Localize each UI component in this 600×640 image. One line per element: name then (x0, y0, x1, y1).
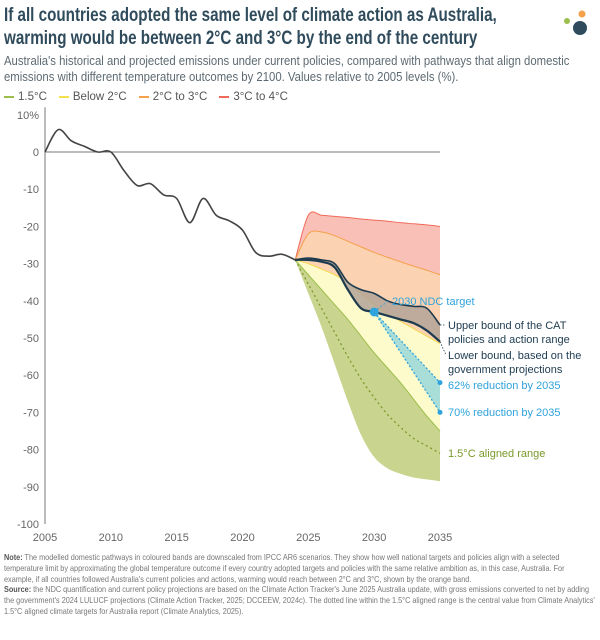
band-line-2to3 (294, 230, 441, 276)
x-tick-label: 2030 (362, 532, 386, 544)
legend-item-below2: Below 2°C (58, 90, 127, 104)
band-3to4 (295, 211, 440, 275)
footnote: Note: The modelled domestic pathways in … (4, 552, 596, 617)
legend-label: 1.5°C (18, 91, 47, 103)
legend: 1.5°C Below 2°C 2°C to 3°C 3°C to 4°C (4, 90, 600, 104)
legend-swatch (4, 96, 14, 98)
ndc-2030-marker (369, 307, 379, 317)
y-tick-label: -20 (23, 221, 39, 233)
x-tick-label: 2015 (164, 532, 188, 544)
chart-header: If all countries adopted the same level … (0, 0, 600, 85)
annotation-70: 70% reduction by 2035 (448, 407, 561, 419)
y-tick-label: -70 (23, 407, 39, 419)
legend-label: Below 2°C (72, 91, 127, 103)
y-tick-label: 0 (33, 147, 39, 159)
annotation-62: 62% reduction by 2035 (448, 380, 561, 392)
legend-label: 3°C to 4°C (233, 91, 288, 103)
x-tick-label: 2025 (296, 532, 320, 544)
y-tick-label: -30 (23, 259, 39, 271)
target-70-line (373, 311, 441, 413)
cat-range-fill (295, 258, 440, 342)
globe-logo-icon (564, 10, 587, 35)
y-tick-label: -100 (17, 519, 39, 531)
annotation-lower-1: Lower bound, based on the (448, 350, 581, 362)
y-tick-label: -60 (23, 370, 39, 382)
band-1p5 (295, 259, 440, 482)
target-62-line (373, 311, 441, 384)
legend-swatch (58, 96, 69, 98)
x-tick-label: 2005 (33, 532, 57, 544)
historical-emissions-line (44, 128, 296, 261)
y-tick-label: -40 (23, 296, 39, 308)
x-tick-label: 2035 (428, 532, 452, 544)
y-tick-label: -50 (23, 333, 39, 345)
lower-leader-line (439, 341, 447, 356)
cat-lower-bound-line (295, 258, 441, 343)
source-text: the NDC quantification and current polic… (4, 584, 595, 616)
legend-item-1p5: 1.5°C (4, 90, 47, 104)
source-label: Source: (4, 584, 32, 595)
target-2035-range-fill (374, 311, 440, 413)
cat-upper-bound-line (295, 257, 441, 326)
legend-label: 2°C to 3°C (152, 91, 208, 103)
band-line-1p5 (294, 259, 441, 432)
annotation-aligned: 1.5°C aligned range (448, 448, 545, 460)
annotation-upper-2: policies and action range (448, 334, 570, 346)
legend-item-3to4: 3°C to 4°C (219, 90, 288, 104)
ndc-leader-line (373, 300, 389, 313)
y-tick-label: 10% (17, 110, 39, 122)
chart-subtitle: Australia's historical and projected emi… (4, 54, 570, 84)
annotation-lower-2: government projections (448, 364, 563, 376)
target-70-marker (437, 409, 443, 415)
note-label: Note: (4, 552, 23, 562)
target-62-marker (437, 380, 443, 386)
y-tick-label: -10 (23, 184, 39, 196)
chart-title: If all countries adopted the same level … (4, 5, 497, 49)
y-tick-label: -80 (23, 445, 39, 457)
band-line-3to4 (294, 211, 441, 261)
x-tick-label: 2020 (230, 532, 254, 544)
annotation-ndc: 2030 NDC target (392, 296, 475, 308)
footnote-wrap: Note: The modelled domestic pathways in … (0, 552, 600, 621)
legend-item-2to3: 2°C to 3°C (138, 90, 208, 104)
legend-swatch (138, 96, 149, 98)
legend-swatch (219, 96, 230, 98)
x-tick-label: 2010 (99, 532, 123, 544)
chart-title-wrap: If all countries adopted the same level … (4, 4, 544, 50)
annotation-upper-1: Upper bound of the CAT (448, 320, 567, 332)
y-tick-label: -90 (23, 482, 39, 494)
note-text: The modelled domestic pathways in colour… (4, 552, 565, 584)
